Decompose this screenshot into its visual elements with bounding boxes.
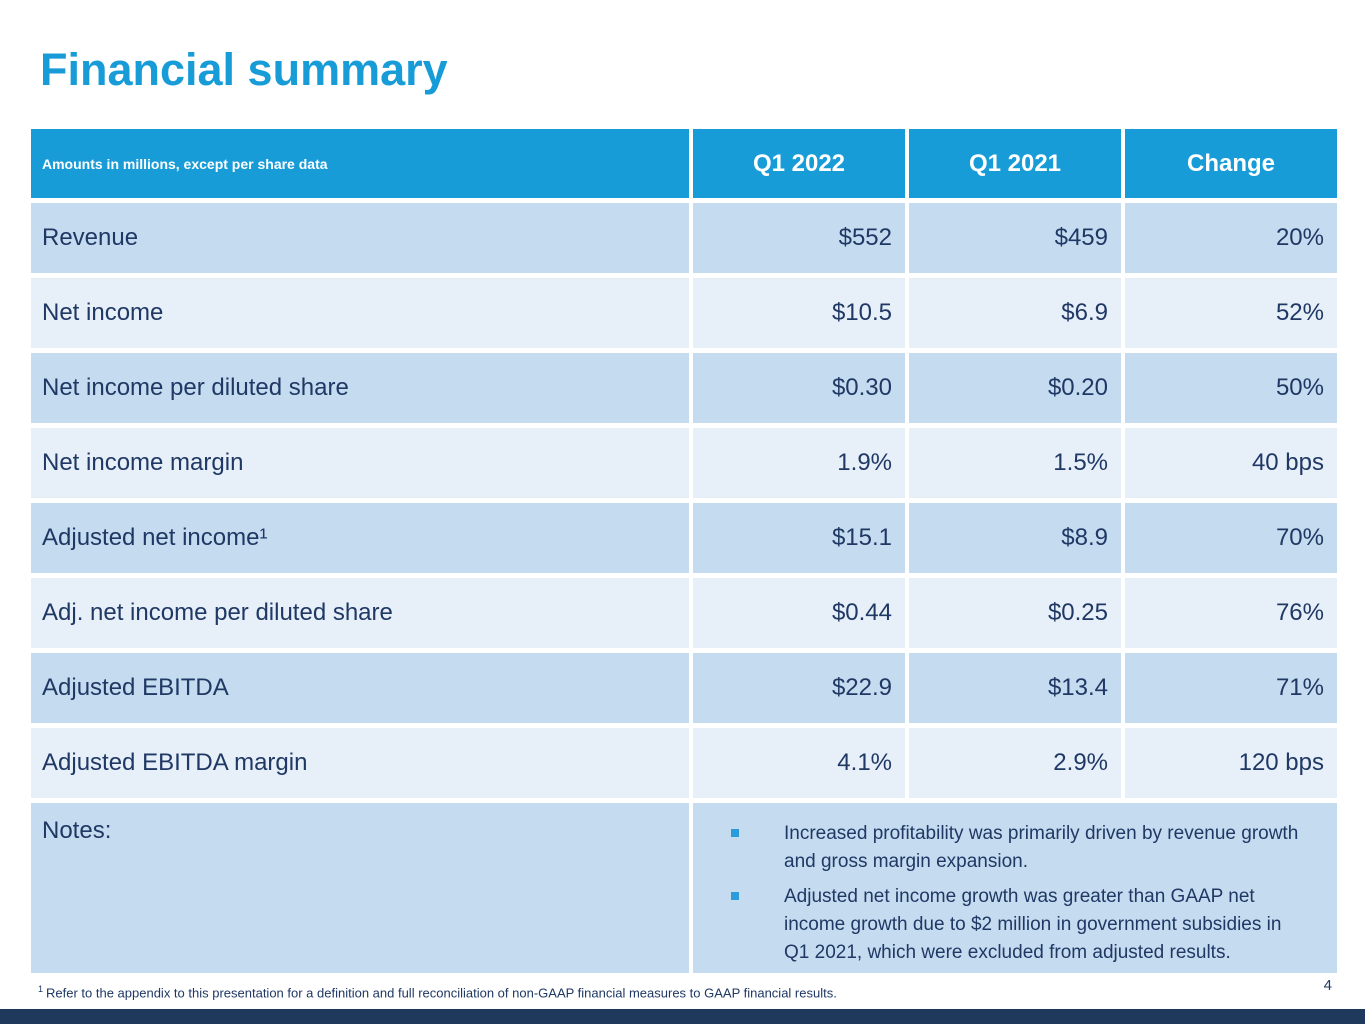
row-label-net-income-margin: Net income margin (31, 428, 689, 498)
cell-nipds-q1-2022: $0.30 (693, 353, 905, 423)
financial-summary-table: Amounts in millions, except per share da… (31, 129, 1337, 973)
cell-adj-nipds-change: 76% (1125, 578, 1337, 648)
note-bullet-item: Adjusted net income growth was greater t… (731, 883, 1312, 967)
table-header-amounts-note: Amounts in millions, except per share da… (31, 129, 689, 198)
cell-adj-ebitda-q1-2022: $22.9 (693, 653, 905, 723)
note-bullet-item: Increased profitability was primarily dr… (731, 820, 1312, 876)
cell-revenue-q1-2021: $459 (909, 203, 1121, 273)
notes-content: Increased profitability was primarily dr… (693, 803, 1337, 973)
cell-ni-margin-change: 40 bps (1125, 428, 1337, 498)
bullet-square-icon (731, 829, 739, 837)
cell-net-income-q1-2022: $10.5 (693, 278, 905, 348)
bullet-square-icon (731, 892, 739, 900)
cell-adj-nipds-q1-2021: $0.25 (909, 578, 1121, 648)
cell-adj-ni-q1-2021: $8.9 (909, 503, 1121, 573)
cell-adj-nipds-q1-2022: $0.44 (693, 578, 905, 648)
cell-adj-ni-q1-2022: $15.1 (693, 503, 905, 573)
cell-adj-ebitda-margin-q1-2021: 2.9% (909, 728, 1121, 798)
cell-revenue-change: 20% (1125, 203, 1337, 273)
row-label-net-income-per-diluted-share: Net income per diluted share (31, 353, 689, 423)
table-header-change: Change (1125, 129, 1337, 198)
row-label-adjusted-net-income: Adjusted net income¹ (31, 503, 689, 573)
note-text: Adjusted net income growth was greater t… (784, 886, 1282, 963)
cell-ni-margin-q1-2022: 1.9% (693, 428, 905, 498)
footer-bar (0, 1009, 1365, 1024)
page-title: Financial summary (40, 44, 448, 95)
cell-ni-margin-q1-2021: 1.5% (909, 428, 1121, 498)
cell-net-income-q1-2021: $6.9 (909, 278, 1121, 348)
cell-adj-ebitda-q1-2021: $13.4 (909, 653, 1121, 723)
cell-adj-ebitda-change: 71% (1125, 653, 1337, 723)
cell-adj-ebitda-margin-change: 120 bps (1125, 728, 1337, 798)
table-header-q1-2022: Q1 2022 (693, 129, 905, 198)
cell-revenue-q1-2022: $552 (693, 203, 905, 273)
cell-net-income-change: 52% (1125, 278, 1337, 348)
row-label-adjusted-ebitda-margin: Adjusted EBITDA margin (31, 728, 689, 798)
footnote-marker: 1 (38, 984, 44, 994)
footnote-text: Refer to the appendix to this presentati… (46, 985, 837, 1001)
table-header-q1-2021: Q1 2021 (909, 129, 1121, 198)
row-label-revenue: Revenue (31, 203, 689, 273)
cell-nipds-q1-2021: $0.20 (909, 353, 1121, 423)
cell-adj-ni-change: 70% (1125, 503, 1337, 573)
page-number: 4 (1323, 977, 1332, 994)
cell-nipds-change: 50% (1125, 353, 1337, 423)
note-text: Increased profitability was primarily dr… (784, 823, 1299, 872)
cell-adj-ebitda-margin-q1-2022: 4.1% (693, 728, 905, 798)
footnote: 1 Refer to the appendix to this presentat… (38, 984, 837, 1000)
row-label-adjusted-ebitda: Adjusted EBITDA (31, 653, 689, 723)
row-label-adj-net-income-per-diluted-share: Adj. net income per diluted share (31, 578, 689, 648)
notes-label: Notes: (31, 803, 689, 973)
row-label-net-income: Net income (31, 278, 689, 348)
